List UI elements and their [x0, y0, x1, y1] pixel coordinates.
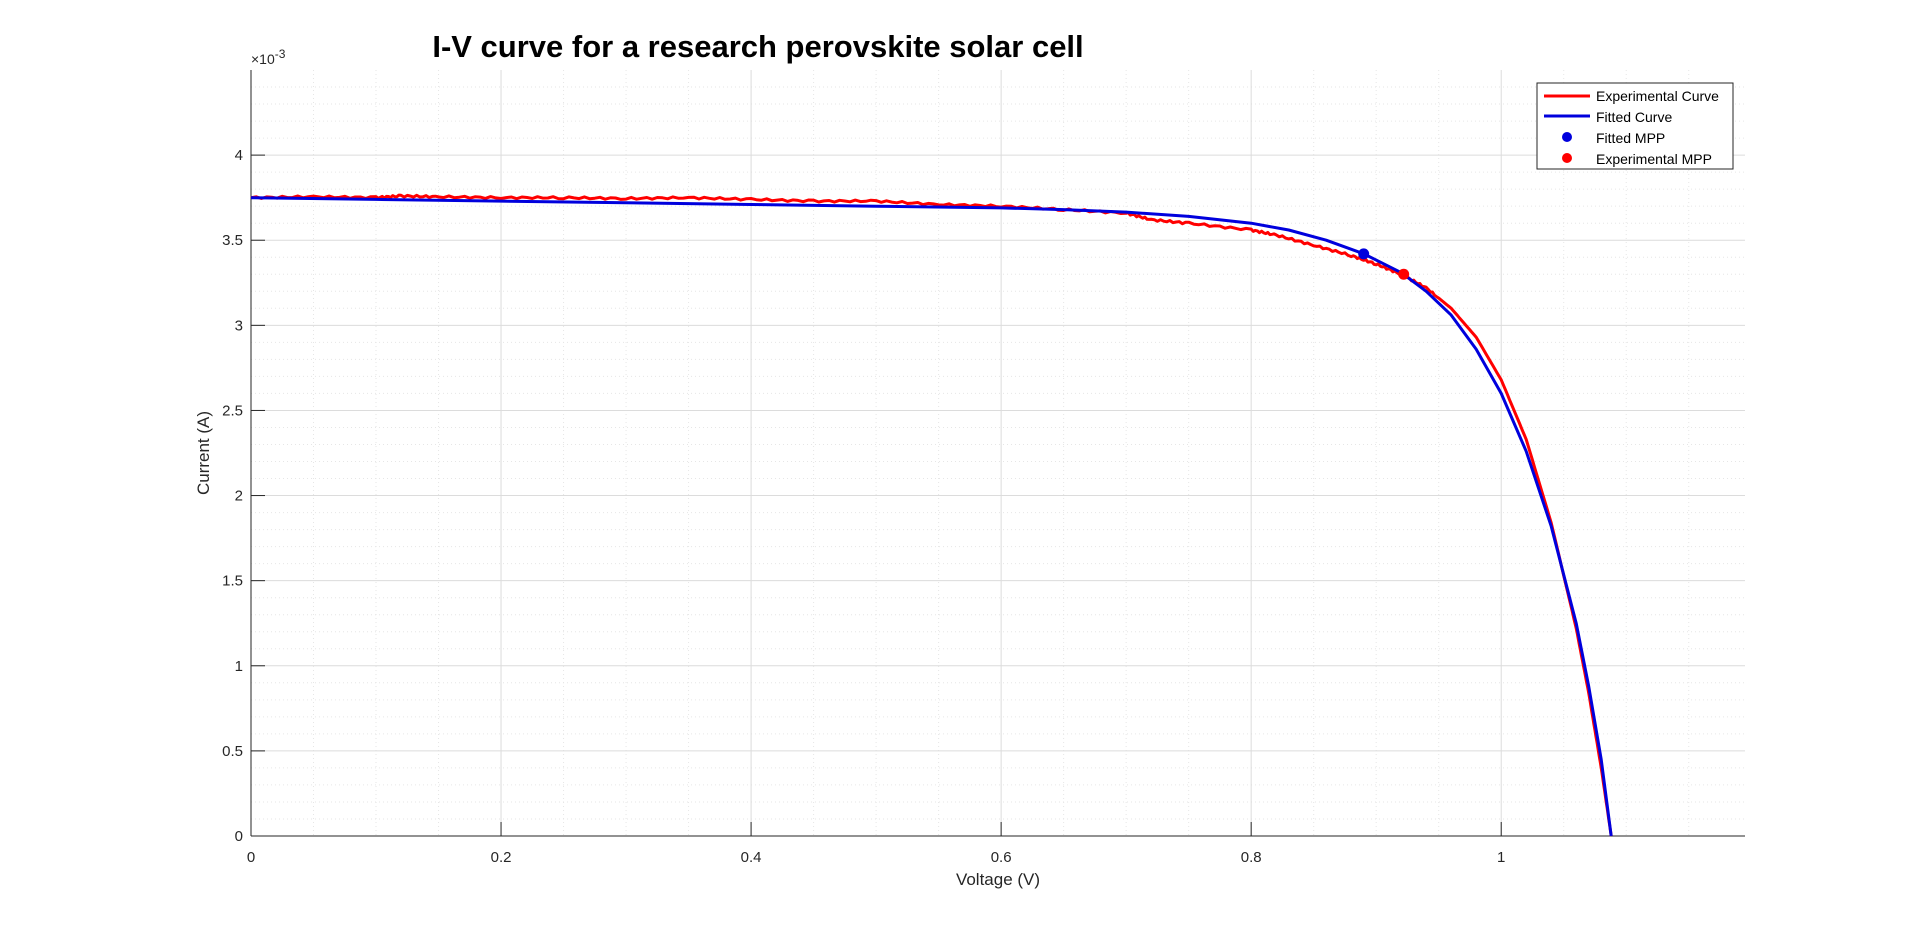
series-layer: [250, 193, 1613, 837]
x-tick-label: 0.2: [491, 849, 512, 866]
point-experimental-mpp: [1398, 268, 1410, 280]
series-line-experimental-curve: [250, 193, 1613, 837]
legend-label-experimental-mpp: Experimental MPP: [1596, 151, 1712, 167]
points-layer: [1358, 248, 1410, 280]
chart-title: I-V curve for a research perovskite sola…: [432, 29, 1083, 64]
y-tick-label: 0: [235, 828, 243, 845]
y-ticks: 0 0.5 1 1.5 2 2.5 3 3.5 4: [222, 147, 265, 845]
y-exponent-base: ×10: [251, 51, 275, 67]
y-axis-label: Current (A): [194, 411, 213, 495]
legend-marker-fitted-mpp: [1562, 132, 1572, 142]
y-tick-label: 0.5: [222, 743, 243, 760]
legend-label-fitted-mpp: Fitted MPP: [1596, 130, 1665, 146]
legend-label-fitted-curve: Fitted Curve: [1596, 109, 1672, 125]
x-tick-label: 1: [1497, 849, 1505, 866]
legend-marker-experimental-mpp: [1562, 153, 1572, 163]
y-tick-label: 1: [235, 658, 243, 675]
minor-grid: [251, 70, 1745, 836]
legend: Experimental Curve Fitted Curve Fitted M…: [1536, 82, 1734, 170]
point-fitted-mpp: [1358, 248, 1370, 260]
y-tick-label: 3.5: [222, 232, 243, 249]
x-axis-label: Voltage (V): [956, 870, 1040, 889]
y-tick-label: 2.5: [222, 402, 243, 419]
y-tick-label: 4: [235, 147, 243, 164]
x-tick-label: 0.8: [1241, 849, 1262, 866]
y-tick-label: 1.5: [222, 573, 243, 590]
x-tick-label: 0: [247, 849, 255, 866]
y-exponent: ×10-3: [251, 47, 286, 67]
series-line-fitted-curve: [250, 196, 1613, 837]
y-tick-label: 3: [235, 317, 243, 334]
x-tick-label: 0.6: [991, 849, 1012, 866]
legend-label-experimental-curve: Experimental Curve: [1596, 88, 1719, 104]
x-tick-label: 0.4: [741, 849, 762, 866]
x-ticks: 0 0.2 0.4 0.6 0.8 1: [247, 822, 1505, 866]
y-exponent-power: -3: [275, 47, 286, 61]
plot-area: [251, 70, 1745, 836]
y-tick-label: 2: [235, 488, 243, 505]
